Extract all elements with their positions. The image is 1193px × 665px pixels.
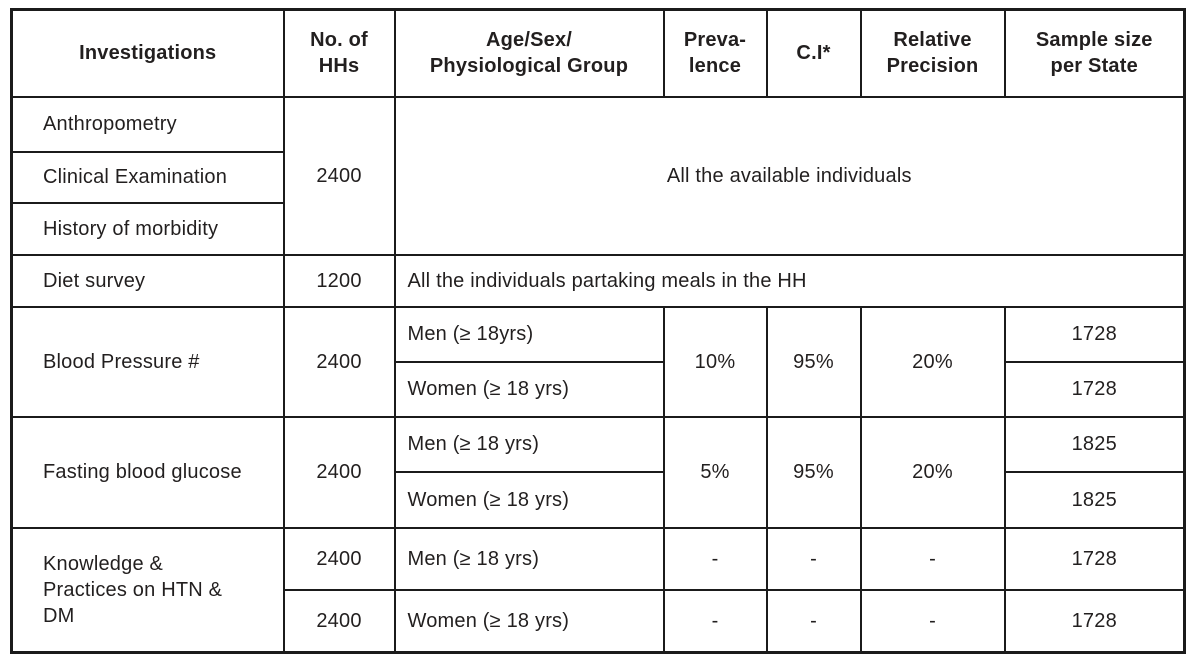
col-header-sample-size-per-state: Sample size per State: [1003, 8, 1186, 98]
cell-precision-kp-women: -: [859, 588, 1006, 654]
col-header-relative-precision: Relative Precision: [859, 8, 1006, 98]
table-row-history-of-morbidity: History of morbidity: [10, 201, 1185, 256]
table-row-fasting-glucose-men: Fasting blood glucose 2400 Men (≥ 18 yrs…: [10, 415, 1186, 529]
cell-sample-kp-women: 1728: [1003, 588, 1186, 654]
cell-prevalence-kp-women: -: [662, 588, 768, 654]
cell-sample-fbg-men: 1825: [1003, 415, 1186, 473]
table-row-clinical-examination: Clinical Examination: [10, 150, 1185, 204]
cell-investigation-knowledge-practices: Knowledge & Practices on HTN & DM: [10, 526, 285, 654]
cell-investigation-history-of-morbidity: History of morbidity: [10, 201, 285, 256]
cell-prevalence-blood-pressure: 10%: [662, 305, 768, 418]
cell-ci-kp-women: -: [765, 588, 862, 654]
col-header-age-sex-group: Age/Sex/ Physiological Group: [393, 8, 665, 98]
table-row-knowledge-practices-men: Knowledge & Practices on HTN & DM 2400 M…: [10, 526, 1186, 654]
cell-precision-kp-men: -: [859, 526, 1006, 591]
table-row-anthropometry: Anthropometry 2400 All the available ind…: [10, 95, 1186, 256]
cell-precision-blood-pressure: 20%: [859, 305, 1006, 418]
cell-hhs-diet-survey: 1200: [282, 253, 396, 308]
cell-group-kp-men: Men (≥ 18 yrs): [393, 526, 665, 591]
col-header-ci: C.I*: [765, 8, 862, 98]
table-row-knowledge-practices-women: 2400 Women (≥ 18 yrs) - - - 1728: [12, 588, 1186, 654]
cell-group-kp-women: Women (≥ 18 yrs): [393, 588, 665, 654]
cell-ci-fasting-glucose: 95%: [765, 415, 862, 529]
cell-hhs-group-all: 2400: [282, 95, 396, 256]
cell-group-bp-men: Men (≥ 18yrs): [393, 305, 665, 363]
table-row-fasting-glucose-women: Women (≥ 18 yrs) 1825: [12, 470, 1186, 529]
cell-group-fbg-men: Men (≥ 18 yrs): [393, 415, 665, 473]
cell-sample-fbg-women: 1825: [1003, 470, 1186, 529]
cell-investigation-anthropometry: Anthropometry: [10, 95, 285, 153]
cell-investigation-blood-pressure: Blood Pressure #: [10, 305, 285, 418]
cell-investigation-fasting-glucose: Fasting blood glucose: [10, 415, 285, 529]
sampling-design-table: Investigations No. of HHs Age/Sex/ Physi…: [10, 8, 1186, 654]
cell-group-bp-women: Women (≥ 18 yrs): [393, 360, 665, 418]
table-row-blood-pressure-women: Women (≥ 18 yrs) 1728: [12, 360, 1186, 418]
cell-group-fbg-women: Women (≥ 18 yrs): [393, 470, 665, 529]
header-row: Investigations No. of HHs Age/Sex/ Physi…: [10, 8, 1186, 98]
cell-sample-bp-men: 1728: [1003, 305, 1186, 363]
table-row-diet-survey: Diet survey 1200 All the individuals par…: [10, 253, 1186, 308]
col-header-prevalence: Preva- lence: [662, 8, 768, 98]
cell-hhs-fasting-glucose: 2400: [282, 415, 396, 529]
cell-prevalence-fasting-glucose: 5%: [662, 415, 768, 529]
col-header-no-of-hhs: No. of HHs: [282, 8, 396, 98]
col-header-investigations: Investigations: [10, 8, 285, 98]
cell-hhs-kp-women: 2400: [282, 588, 396, 654]
cell-ci-blood-pressure: 95%: [765, 305, 862, 418]
cell-investigation-diet-survey: Diet survey: [10, 253, 285, 308]
cell-sample-kp-men: 1728: [1003, 526, 1186, 591]
cell-investigation-clinical-examination: Clinical Examination: [10, 150, 285, 204]
cell-coverage-all-available: All the available individuals: [393, 95, 1186, 256]
table-row-blood-pressure-men: Blood Pressure # 2400 Men (≥ 18yrs) 10% …: [10, 305, 1186, 418]
cell-precision-fasting-glucose: 20%: [859, 415, 1006, 529]
cell-prevalence-kp-men: -: [662, 526, 768, 591]
cell-sample-bp-women: 1728: [1003, 360, 1186, 418]
cell-hhs-blood-pressure: 2400: [282, 305, 396, 418]
cell-ci-kp-men: -: [765, 526, 862, 591]
cell-coverage-diet-survey: All the individuals partaking meals in t…: [393, 253, 1186, 308]
cell-hhs-kp-men: 2400: [282, 526, 396, 591]
